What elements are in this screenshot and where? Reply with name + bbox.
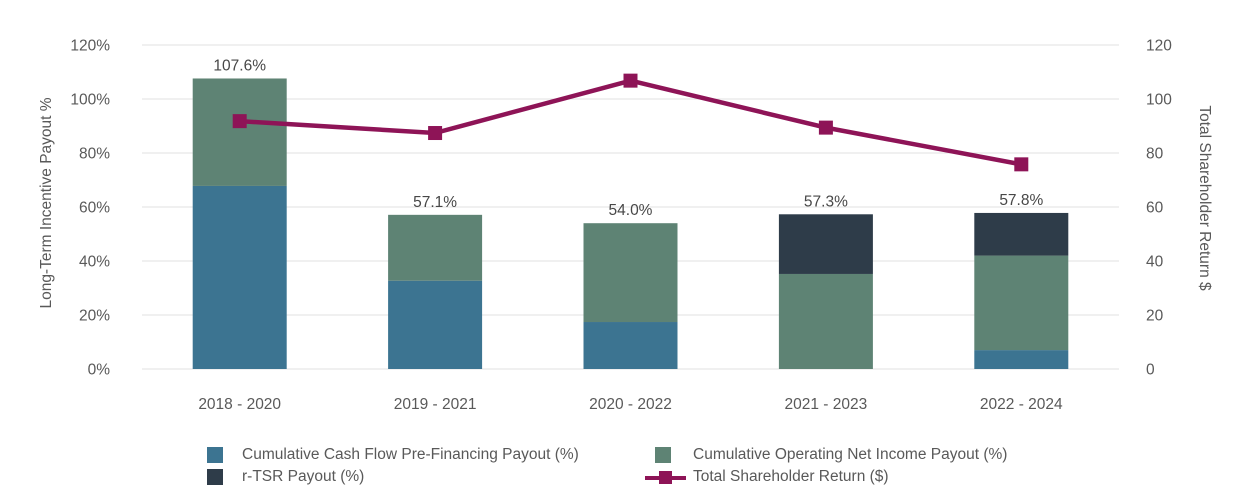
tsr-line-marker [623, 73, 638, 88]
legend-label: r-TSR Payout (%) [242, 468, 365, 485]
left-axis-tick-label: 60% [79, 200, 110, 217]
bar-segment [974, 255, 1069, 351]
rtsr-swatch-icon [207, 469, 223, 485]
right-axis-tick-label: 40 [1146, 254, 1164, 271]
bar-segment [388, 214, 483, 281]
x-axis-category-label: 2018 - 2020 [198, 396, 281, 413]
left-axis-tick-label: 80% [79, 146, 110, 163]
legend-item-rtsr-payout: r-TSR Payout (%) [207, 469, 364, 485]
right-axis-tick-label: 0 [1146, 362, 1155, 379]
bar-segment [583, 223, 678, 323]
bar-segment [974, 212, 1069, 256]
plot-area: 120% 120 100% 100 80% 80 60% 60 40% 40 20% 20 0% 0 107… [70, 38, 1172, 414]
right-axis-tick-label: 60 [1146, 200, 1164, 217]
left-axis-tick-label: 0% [88, 362, 111, 379]
bar-segment [192, 185, 287, 369]
legend-label: Cumulative Cash Flow Pre-Financing Payou… [242, 446, 579, 463]
tsr-line-marker-icon [645, 469, 686, 485]
legend-label: Cumulative Operating Net Income Payout (… [693, 446, 1008, 463]
bar-segment [974, 350, 1069, 369]
tsr-line-marker [428, 126, 443, 141]
left-axis-tick-label: 40% [79, 254, 110, 271]
left-axis-tick-label: 20% [79, 308, 110, 325]
bar-segment [388, 280, 483, 369]
bar-total-label: 54.0% [609, 202, 653, 219]
right-axis-tick-label: 80 [1146, 146, 1164, 163]
cash-flow-swatch-icon [207, 447, 223, 463]
x-axis-category-label: 2019 - 2021 [394, 396, 477, 413]
operating-income-swatch-icon [655, 447, 671, 463]
tsr-line-marker [232, 114, 247, 129]
bar-total-label: 57.8% [999, 192, 1043, 209]
right-axis-tick-label: 100 [1146, 92, 1172, 109]
legend-item-operating-net-income-payout: Cumulative Operating Net Income Payout (… [655, 447, 1007, 463]
bar-total-label: 57.1% [413, 194, 457, 211]
tsr-line [239, 78, 1022, 167]
legend-label: Total Shareholder Return ($) [693, 468, 889, 485]
bar-total-label: 57.3% [804, 193, 848, 210]
left-axis-tick-label: 100% [70, 92, 110, 109]
bar-segment [778, 273, 873, 369]
left-axis-tick-label: 120% [70, 38, 110, 55]
tsr-line-marker [818, 120, 833, 135]
legend-item-total-shareholder-return: Total Shareholder Return ($) [645, 469, 889, 485]
right-axis-tick-label: 120 [1146, 38, 1172, 55]
x-axis-category-label: 2022 - 2024 [980, 396, 1063, 413]
x-axis-category-label: 2020 - 2022 [589, 396, 672, 413]
bar-segment [192, 78, 287, 186]
legend-item-cash-flow-payout: Cumulative Cash Flow Pre-Financing Payou… [207, 447, 579, 463]
bar-total-label: 107.6% [213, 57, 266, 74]
bar-segment [778, 214, 873, 274]
bar-segment [583, 322, 678, 369]
tsr-line-marker [1014, 157, 1029, 172]
right-axis-tick-label: 20 [1146, 308, 1164, 325]
x-axis-category-label: 2021 - 2023 [785, 396, 868, 413]
